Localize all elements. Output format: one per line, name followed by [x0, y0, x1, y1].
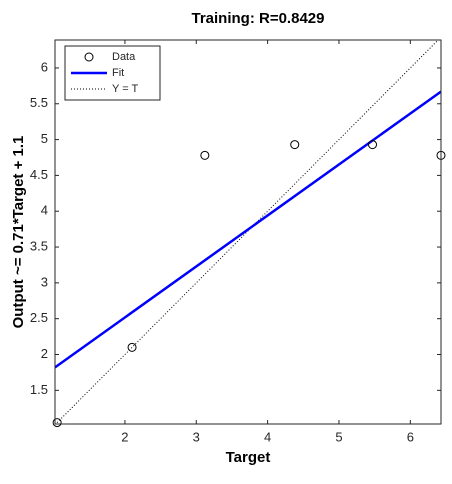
- chart-title: Training: R=0.8429: [192, 10, 325, 27]
- legend-box: [64, 45, 161, 101]
- legend-label: Fit: [112, 67, 124, 79]
- fit-line: [55, 90, 441, 369]
- data-point: [52, 418, 62, 428]
- x-tick-label: 4: [264, 429, 271, 444]
- y-tick-label: 6: [41, 59, 48, 74]
- data-point: [368, 140, 378, 150]
- x-tick-label: 6: [407, 429, 414, 444]
- y-axis-label: Output ~= 0.71*Target + 1.1: [10, 136, 27, 329]
- x-tick-label: 3: [193, 429, 200, 444]
- data-point: [127, 342, 137, 352]
- legend-label: Data: [112, 51, 136, 63]
- data-point: [200, 150, 210, 160]
- y-tick-label: 2.5: [30, 310, 48, 325]
- x-tick-label: 5: [335, 429, 342, 444]
- legend-marker: [84, 52, 94, 62]
- x-axis-label: Target: [226, 449, 271, 466]
- y-tick-label: 3: [41, 274, 48, 289]
- x-tick-label: 2: [121, 429, 128, 444]
- y-tick-label: 2: [41, 346, 48, 361]
- y-tick-label: 5.5: [30, 95, 48, 110]
- data-point: [290, 140, 300, 150]
- y-tick-label: 5: [41, 131, 48, 146]
- y-tick-label: 3.5: [30, 238, 48, 253]
- y-tick-label: 4.5: [30, 167, 48, 182]
- legend-label: Y = T: [112, 83, 138, 95]
- plot-frame: [54, 39, 442, 425]
- y-tick-label: 4: [41, 203, 48, 218]
- y-tick-label: 1.5: [30, 382, 48, 397]
